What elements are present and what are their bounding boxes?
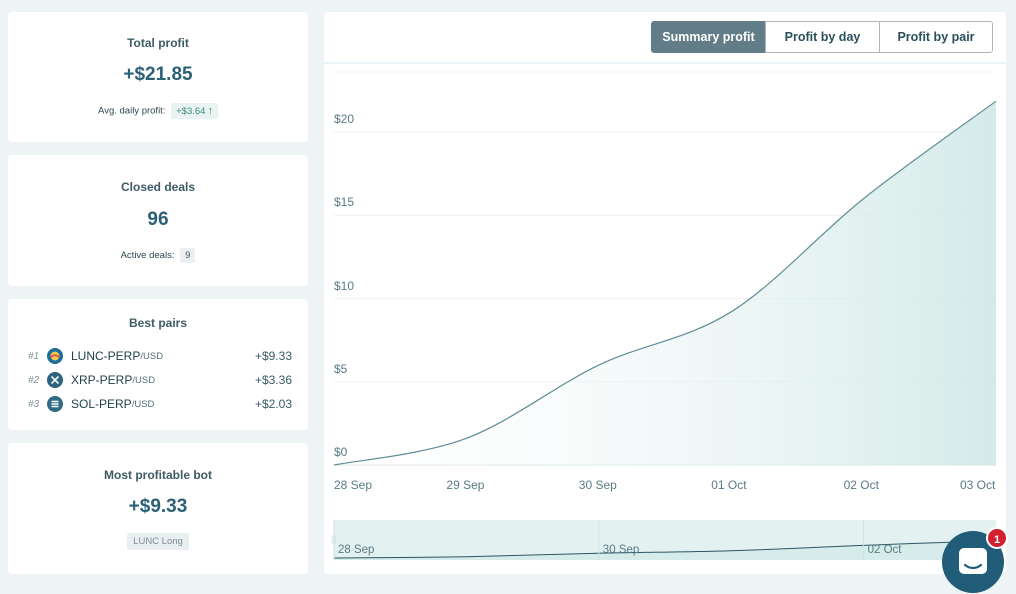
navigator-tick-label: 30 Sep: [602, 544, 640, 556]
best-bot-title: Most profitable bot: [104, 468, 212, 482]
avg-daily-profit-badge: +$3.64 ↑: [171, 103, 218, 119]
tab-profit-by-pair[interactable]: Profit by pair: [879, 21, 993, 53]
navigator-tick-label: 28 Sep: [338, 544, 375, 556]
profit-chart[interactable]: [324, 60, 1006, 574]
chat-icon: [959, 548, 987, 574]
total-profit-card: Total profit +$21.85 Avg. daily profit: …: [8, 12, 308, 142]
pair-quote: /USD: [140, 350, 164, 362]
x-tick-label: 01 Oct: [711, 478, 747, 492]
best-bot-row: LUNC Long: [8, 533, 308, 550]
best-pair-row-1[interactable]: #1 LUNC-PERP/USD +$9.33: [28, 346, 292, 366]
closed-deals-title: Closed deals: [120, 180, 196, 194]
navigator-tick-label: 02 Oct: [867, 544, 902, 556]
profit-line: [333, 100, 997, 466]
pair-quote: /USD: [132, 374, 156, 386]
active-deals-value: 9: [180, 248, 196, 263]
y-tick-label: $10: [334, 278, 355, 293]
chart-tabs: Summary profit Profit by day Profit by p…: [651, 21, 993, 53]
chart-navigator[interactable]: [331, 520, 997, 560]
pair-profit: +$3.36: [254, 373, 292, 387]
chart-marks: [333, 100, 997, 466]
best-pair-row-2[interactable]: #2 XRP-PERP/USD +$3.36: [28, 370, 292, 390]
tab-profit-by-day[interactable]: Profit by day: [765, 21, 880, 53]
y-tick-label: $20: [334, 112, 355, 126]
avg-daily-profit-value: +$3.64: [176, 106, 206, 117]
pair-name: LUNC-PERP: [71, 349, 141, 363]
closed-deals-value: 96: [147, 209, 169, 230]
x-tick-label: 28 Sep: [334, 478, 373, 492]
pair-profit: +$9.33: [254, 349, 292, 363]
pair-name: SOL-PERP: [71, 397, 132, 411]
x-tick-label: 03 Oct: [960, 478, 996, 492]
tab-summary-profit[interactable]: Summary profit: [651, 21, 766, 53]
lunc-coin-icon: [47, 348, 63, 364]
y-tick-label: $5: [334, 361, 348, 376]
x-tick-label: 30 Sep: [578, 478, 617, 492]
best-bot-card: Most profitable bot +$9.33 LUNC Long: [8, 443, 308, 574]
y-tick-label: $15: [334, 195, 355, 210]
pair-name: XRP-PERP: [71, 373, 133, 387]
active-deals-label: Active deals:: [120, 250, 175, 262]
best-bot-name[interactable]: LUNC Long: [127, 533, 189, 550]
pair-rank: #3: [28, 398, 40, 410]
total-profit-title: Total profit: [127, 36, 189, 50]
avg-daily-profit-label: Avg. daily profit:: [98, 105, 166, 117]
x-tick-label: 29 Sep: [446, 478, 485, 492]
xrp-coin-icon: [47, 372, 63, 388]
total-profit-value: +$21.85: [123, 64, 193, 85]
pair-rank: #1: [28, 350, 40, 362]
avg-daily-profit-row: Avg. daily profit: +$3.64 ↑: [8, 103, 308, 119]
active-deals-row: Active deals: 9: [8, 248, 308, 263]
navigator-line: [333, 540, 997, 559]
chat-unread-badge: 1: [986, 527, 1008, 549]
pair-rank: #2: [28, 374, 40, 386]
sol-coin-icon: [47, 396, 63, 412]
profit-area: [334, 101, 996, 465]
arrow-up-icon: ↑: [207, 105, 213, 117]
pair-quote: /USD: [131, 398, 155, 410]
best-bot-value: +$9.33: [128, 496, 188, 517]
y-tick-label: $0: [334, 445, 348, 459]
pair-profit: +$2.03: [254, 397, 292, 411]
navigator-area: [334, 540, 996, 560]
best-pairs-title: Best pairs: [128, 316, 188, 330]
best-pairs-card: Best pairs #1 LUNC-PERP/USD +$9.33 #2 XR…: [8, 299, 308, 430]
x-tick-label: 02 Oct: [843, 478, 879, 492]
closed-deals-card: Closed deals 96 Active deals: 9: [8, 155, 308, 286]
best-pair-row-3[interactable]: #3 SOL-PERP/USD +$2.03: [28, 394, 292, 414]
